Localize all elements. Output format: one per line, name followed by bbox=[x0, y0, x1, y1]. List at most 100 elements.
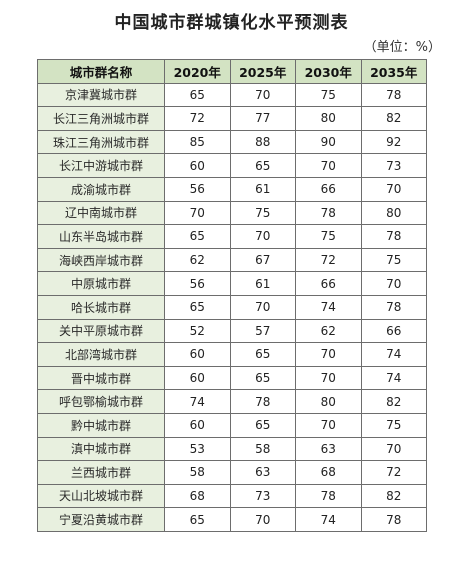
table-row: 京津冀城市群 65 70 75 78 bbox=[37, 82, 427, 108]
value-cell: 73 bbox=[229, 483, 296, 509]
value-cell: 70 bbox=[229, 294, 296, 320]
city-cluster-name-cell: 海峡西岸城市群 bbox=[37, 247, 165, 273]
value-cell: 70 bbox=[229, 82, 296, 108]
value-cell: 70 bbox=[295, 365, 362, 391]
city-cluster-name-cell: 哈长城市群 bbox=[37, 294, 165, 320]
value-cell: 60 bbox=[164, 412, 231, 438]
value-cell: 74 bbox=[295, 507, 362, 532]
value-cell: 65 bbox=[164, 294, 231, 320]
table-row: 天山北坡城市群 68 73 78 82 bbox=[37, 483, 427, 509]
value-cell: 65 bbox=[164, 82, 231, 108]
table-row: 黔中城市群 60 65 70 75 bbox=[37, 412, 427, 438]
header-cell-name: 城市群名称 bbox=[37, 59, 165, 84]
table-body: 京津冀城市群 65 70 75 78 长江三角洲城市群 72 77 80 82 珠江三角洲城市群 85… bbox=[37, 82, 427, 532]
value-cell: 68 bbox=[164, 483, 231, 509]
header-cell-2030: 2030年 bbox=[295, 59, 362, 84]
city-cluster-name-cell: 山东半岛城市群 bbox=[37, 224, 165, 249]
value-cell: 70 bbox=[229, 224, 296, 249]
value-cell: 82 bbox=[360, 389, 427, 414]
city-cluster-name-cell: 中原城市群 bbox=[37, 271, 165, 296]
table-row: 中原城市群 56 61 66 70 bbox=[37, 271, 427, 296]
value-cell: 65 bbox=[229, 412, 296, 438]
value-cell: 78 bbox=[295, 200, 362, 226]
value-cell: 74 bbox=[295, 294, 362, 320]
city-cluster-name-cell: 黔中城市群 bbox=[37, 412, 165, 438]
value-cell: 58 bbox=[229, 436, 296, 462]
value-cell: 61 bbox=[229, 176, 296, 202]
value-cell: 78 bbox=[229, 389, 296, 414]
table-row: 滇中城市群 53 58 63 70 bbox=[37, 436, 427, 462]
table-title: 中国城市群城镇化水平预测表 bbox=[114, 13, 349, 33]
value-cell: 75 bbox=[295, 224, 362, 249]
header-cell-2025: 2025年 bbox=[229, 59, 296, 84]
value-cell: 63 bbox=[295, 436, 362, 462]
value-cell: 70 bbox=[360, 176, 427, 202]
table-row: 山东半岛城市群 65 70 75 78 bbox=[37, 224, 427, 249]
value-cell: 75 bbox=[295, 82, 362, 108]
value-cell: 68 bbox=[295, 460, 362, 485]
table-row: 海峡西岸城市群 62 67 72 75 bbox=[37, 247, 427, 273]
value-cell: 66 bbox=[295, 271, 362, 296]
value-cell: 78 bbox=[360, 224, 427, 249]
city-cluster-name-cell: 珠江三角洲城市群 bbox=[37, 129, 165, 155]
value-cell: 62 bbox=[295, 318, 362, 344]
city-cluster-name-cell: 辽中南城市群 bbox=[37, 200, 165, 226]
value-cell: 90 bbox=[295, 129, 362, 155]
value-cell: 60 bbox=[164, 153, 231, 178]
city-cluster-name-cell: 长江中游城市群 bbox=[37, 153, 165, 178]
value-cell: 65 bbox=[229, 342, 296, 367]
table-row: 兰西城市群 58 63 68 72 bbox=[37, 460, 427, 485]
table-row: 晋中城市群 60 65 70 74 bbox=[37, 365, 427, 391]
city-cluster-name-cell: 北部湾城市群 bbox=[37, 342, 165, 367]
table-row: 呼包鄂榆城市群 74 78 80 82 bbox=[37, 389, 427, 414]
city-cluster-name-cell: 呼包鄂榆城市群 bbox=[37, 389, 165, 414]
table-header-row: 城市群名称 2020年 2025年 2030年 2035年 bbox=[37, 59, 427, 84]
value-cell: 62 bbox=[164, 247, 231, 273]
value-cell: 65 bbox=[229, 365, 296, 391]
value-cell: 80 bbox=[295, 389, 362, 414]
value-cell: 53 bbox=[164, 436, 231, 462]
city-cluster-name-cell: 宁夏沿黄城市群 bbox=[37, 507, 165, 532]
table-row: 北部湾城市群 60 65 70 74 bbox=[37, 342, 427, 367]
header-cell-2020: 2020年 bbox=[164, 59, 231, 84]
city-cluster-name-cell: 长江三角洲城市群 bbox=[37, 106, 165, 131]
table-row: 关中平原城市群 52 57 62 66 bbox=[37, 318, 427, 344]
value-cell: 52 bbox=[164, 318, 231, 344]
value-cell: 57 bbox=[229, 318, 296, 344]
table-row: 哈长城市群 65 70 74 78 bbox=[37, 294, 427, 320]
value-cell: 56 bbox=[164, 271, 231, 296]
city-cluster-name-cell: 晋中城市群 bbox=[37, 365, 165, 391]
value-cell: 65 bbox=[229, 153, 296, 178]
value-cell: 78 bbox=[295, 483, 362, 509]
value-cell: 73 bbox=[360, 153, 427, 178]
value-cell: 78 bbox=[360, 294, 427, 320]
value-cell: 92 bbox=[360, 129, 427, 155]
value-cell: 80 bbox=[360, 200, 427, 226]
value-cell: 70 bbox=[360, 271, 427, 296]
city-cluster-name-cell: 天山北坡城市群 bbox=[37, 483, 165, 509]
value-cell: 70 bbox=[295, 412, 362, 438]
table-row: 辽中南城市群 70 75 78 80 bbox=[37, 200, 427, 226]
value-cell: 75 bbox=[360, 247, 427, 273]
value-cell: 85 bbox=[164, 129, 231, 155]
table-row: 宁夏沿黄城市群 65 70 74 78 bbox=[37, 507, 427, 532]
value-cell: 74 bbox=[164, 389, 231, 414]
table-row: 珠江三角洲城市群 85 88 90 92 bbox=[37, 129, 427, 155]
unit-label: （单位：%） bbox=[363, 40, 441, 55]
value-cell: 74 bbox=[360, 365, 427, 391]
value-cell: 80 bbox=[295, 106, 362, 131]
city-cluster-name-cell: 关中平原城市群 bbox=[37, 318, 165, 344]
value-cell: 75 bbox=[229, 200, 296, 226]
value-cell: 70 bbox=[229, 507, 296, 532]
city-cluster-name-cell: 京津冀城市群 bbox=[37, 82, 165, 108]
table-row: 长江中游城市群 60 65 70 73 bbox=[37, 153, 427, 178]
value-cell: 70 bbox=[295, 153, 362, 178]
value-cell: 77 bbox=[229, 106, 296, 131]
value-cell: 58 bbox=[164, 460, 231, 485]
value-cell: 65 bbox=[164, 507, 231, 532]
value-cell: 72 bbox=[360, 460, 427, 485]
city-cluster-name-cell: 滇中城市群 bbox=[37, 436, 165, 462]
value-cell: 60 bbox=[164, 365, 231, 391]
value-cell: 61 bbox=[229, 271, 296, 296]
